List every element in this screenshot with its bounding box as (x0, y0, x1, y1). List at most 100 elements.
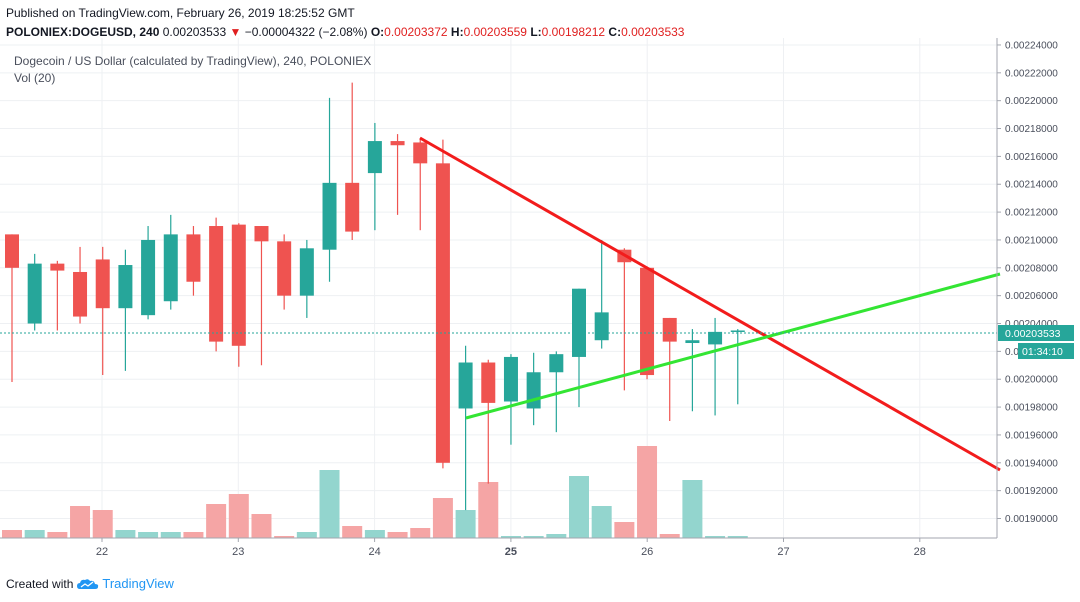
time-tick-label: 28 (914, 546, 926, 558)
volume-bar (296, 532, 317, 538)
candle-body (549, 354, 564, 373)
candle-body (526, 372, 541, 409)
close-label: C: (608, 25, 622, 39)
candle-body (163, 234, 178, 302)
volume-bar (183, 532, 204, 538)
candle-body (73, 271, 88, 317)
candle-body (118, 265, 133, 309)
price-tick-label: 0.00206000 (1005, 291, 1058, 302)
volume-bar (569, 476, 589, 538)
price-chart[interactable]: Dogecoin / US Dollar (calculated by Trad… (0, 38, 1080, 570)
volume-bar (251, 514, 272, 538)
time-tick-label: 23 (232, 546, 244, 558)
volume-bar (727, 536, 748, 538)
volume-bar (478, 482, 499, 538)
high-value: 0.00203559 (463, 25, 527, 39)
symbol-line: POLONIEX:DOGEUSD, 240 0.00203533 ▼ −0.00… (6, 23, 684, 42)
volume-bar (432, 498, 453, 538)
candle-body (413, 142, 428, 164)
price-tick-label: 0.00190000 (1005, 514, 1058, 525)
resistance-trendline[interactable] (419, 136, 1001, 472)
symbol-label: POLONIEX:DOGEUSD, 240 (6, 25, 160, 39)
candlesticks (5, 82, 745, 511)
chart-area[interactable]: Dogecoin / US Dollar (calculated by Trad… (0, 38, 1080, 570)
candle-body (345, 182, 360, 232)
candle-body (481, 362, 496, 403)
price-tick-label: 0.00214000 (1005, 180, 1058, 191)
last-price-tag (998, 325, 1074, 341)
low-label: L: (530, 25, 542, 39)
price-tick-label: 0.00212000 (1005, 208, 1058, 219)
candle-body (390, 141, 405, 146)
candle-body (209, 226, 224, 342)
price-tick-label: 0.00204000 (1005, 319, 1058, 330)
candle-body (708, 331, 723, 345)
volume-bar (682, 480, 703, 538)
price-axis[interactable]: 0.00224000 0.00222000 0.00220000 0.00218000… (996, 38, 1058, 538)
volume-bar (591, 506, 612, 538)
volume-bars (2, 446, 748, 538)
volume-indicator-label: Vol (20) (14, 71, 55, 85)
price-tick-label: 0.00224000 (1005, 40, 1058, 51)
price-tick-label: 0.00196000 (1005, 430, 1058, 441)
volume-bar (206, 504, 227, 538)
volume-bar (24, 530, 45, 538)
candle-body (186, 234, 201, 282)
volume-bar (614, 522, 635, 538)
candle-body (95, 259, 110, 309)
price-tick-label: 0.00192000 (1005, 486, 1058, 497)
volume-bar (70, 506, 91, 538)
volume-bar (47, 532, 68, 538)
time-tick-label: 22 (96, 546, 108, 558)
candle-body (572, 288, 586, 357)
last-price: 0.00203533 (162, 25, 227, 39)
time-tick-label: 26 (641, 546, 653, 558)
price-tick-label: 0.00198000 (1005, 403, 1058, 414)
footer: Created with TradingView (6, 576, 174, 591)
volume-bar (274, 536, 295, 538)
candle-body (594, 312, 609, 341)
price-tick-label: 0.00220000 (1005, 96, 1058, 107)
volume-bar (387, 532, 408, 538)
candle-body (322, 182, 337, 250)
candle-body (458, 362, 473, 409)
price-tick-label: 0.00216000 (1005, 152, 1058, 163)
created-with-label: Created with (6, 576, 74, 591)
volume-bar (546, 534, 567, 538)
chart-title: Dogecoin / US Dollar (calculated by Trad… (14, 54, 371, 68)
candle-body (730, 330, 745, 332)
low-value: 0.00198212 (541, 25, 606, 39)
close-value: 0.00203533 (621, 25, 685, 39)
candle-body (231, 224, 246, 346)
candle-body (5, 234, 19, 268)
volume-bar (523, 536, 544, 538)
volume-bar (228, 494, 249, 538)
volume-bar (659, 534, 680, 538)
candle-body (50, 263, 65, 271)
candle-body (254, 226, 269, 242)
published-line: Published on TradingView.com, February 2… (6, 6, 355, 20)
candle-body (27, 263, 42, 324)
candle-body (662, 317, 677, 342)
open-value: 0.00203372 (384, 25, 448, 39)
tradingview-cloud-icon (77, 578, 99, 589)
candle-body (299, 248, 314, 296)
volume-bar (138, 532, 159, 538)
time-tick-label: 24 (368, 546, 380, 558)
time-axis[interactable]: 22 23 24 25 26 27 28 (0, 537, 997, 558)
tradingview-brand: TradingView (102, 576, 174, 591)
volume-bar (342, 526, 363, 538)
volume-bar (500, 536, 521, 538)
tradingview-logo[interactable]: TradingView (77, 576, 174, 591)
countdown-label: 01:34:10 (1022, 346, 1063, 358)
time-tick-label: 27 (777, 546, 789, 558)
volume-bar (705, 536, 726, 538)
volume-bar (92, 510, 113, 538)
support-trendline[interactable] (465, 272, 1001, 420)
candle-body (367, 141, 382, 174)
volume-bar (637, 446, 658, 538)
candle-body (640, 267, 655, 376)
price-tick-label: 0.00218000 (1005, 124, 1058, 135)
price-tick-label: 0.00210000 (1005, 235, 1058, 246)
volume-bar (2, 530, 22, 538)
